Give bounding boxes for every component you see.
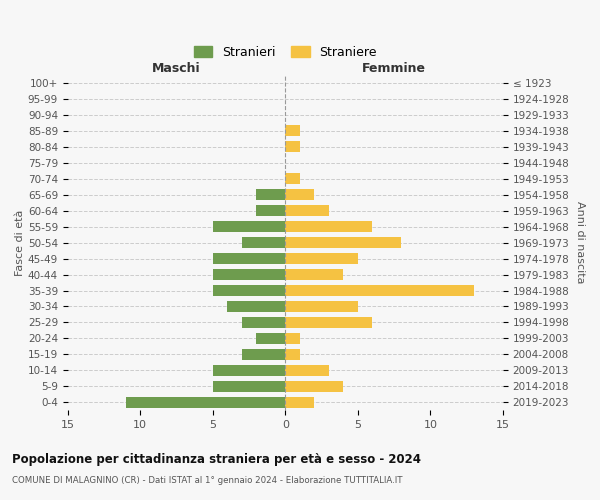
Bar xyxy=(286,301,358,312)
Bar xyxy=(213,221,286,232)
Bar xyxy=(213,365,286,376)
Y-axis label: Fasce di età: Fasce di età xyxy=(15,210,25,276)
Bar xyxy=(213,253,286,264)
Y-axis label: Anni di nascita: Anni di nascita xyxy=(575,202,585,284)
Bar xyxy=(286,237,401,248)
Bar xyxy=(242,317,286,328)
Bar xyxy=(286,269,343,280)
Bar xyxy=(256,333,286,344)
Bar xyxy=(256,189,286,200)
Bar xyxy=(286,125,300,136)
Text: COMUNE DI MALAGNINO (CR) - Dati ISTAT al 1° gennaio 2024 - Elaborazione TUTTITAL: COMUNE DI MALAGNINO (CR) - Dati ISTAT al… xyxy=(12,476,403,485)
Bar xyxy=(286,380,343,392)
Bar xyxy=(286,189,314,200)
Bar xyxy=(242,349,286,360)
Bar xyxy=(213,269,286,280)
Bar xyxy=(242,237,286,248)
Bar xyxy=(286,333,300,344)
Bar xyxy=(286,349,300,360)
Bar xyxy=(227,301,286,312)
Bar xyxy=(213,380,286,392)
Bar xyxy=(286,317,373,328)
Text: Popolazione per cittadinanza straniera per età e sesso - 2024: Popolazione per cittadinanza straniera p… xyxy=(12,452,421,466)
Bar xyxy=(286,221,373,232)
Bar xyxy=(286,141,300,152)
Bar xyxy=(286,365,329,376)
Bar xyxy=(286,285,474,296)
Bar xyxy=(126,396,286,408)
Text: Femmine: Femmine xyxy=(362,62,426,75)
Bar xyxy=(286,396,314,408)
Bar xyxy=(256,205,286,216)
Bar xyxy=(286,253,358,264)
Bar xyxy=(286,205,329,216)
Bar xyxy=(213,285,286,296)
Text: Maschi: Maschi xyxy=(152,62,201,75)
Bar xyxy=(286,173,300,184)
Legend: Stranieri, Straniere: Stranieri, Straniere xyxy=(188,41,382,64)
